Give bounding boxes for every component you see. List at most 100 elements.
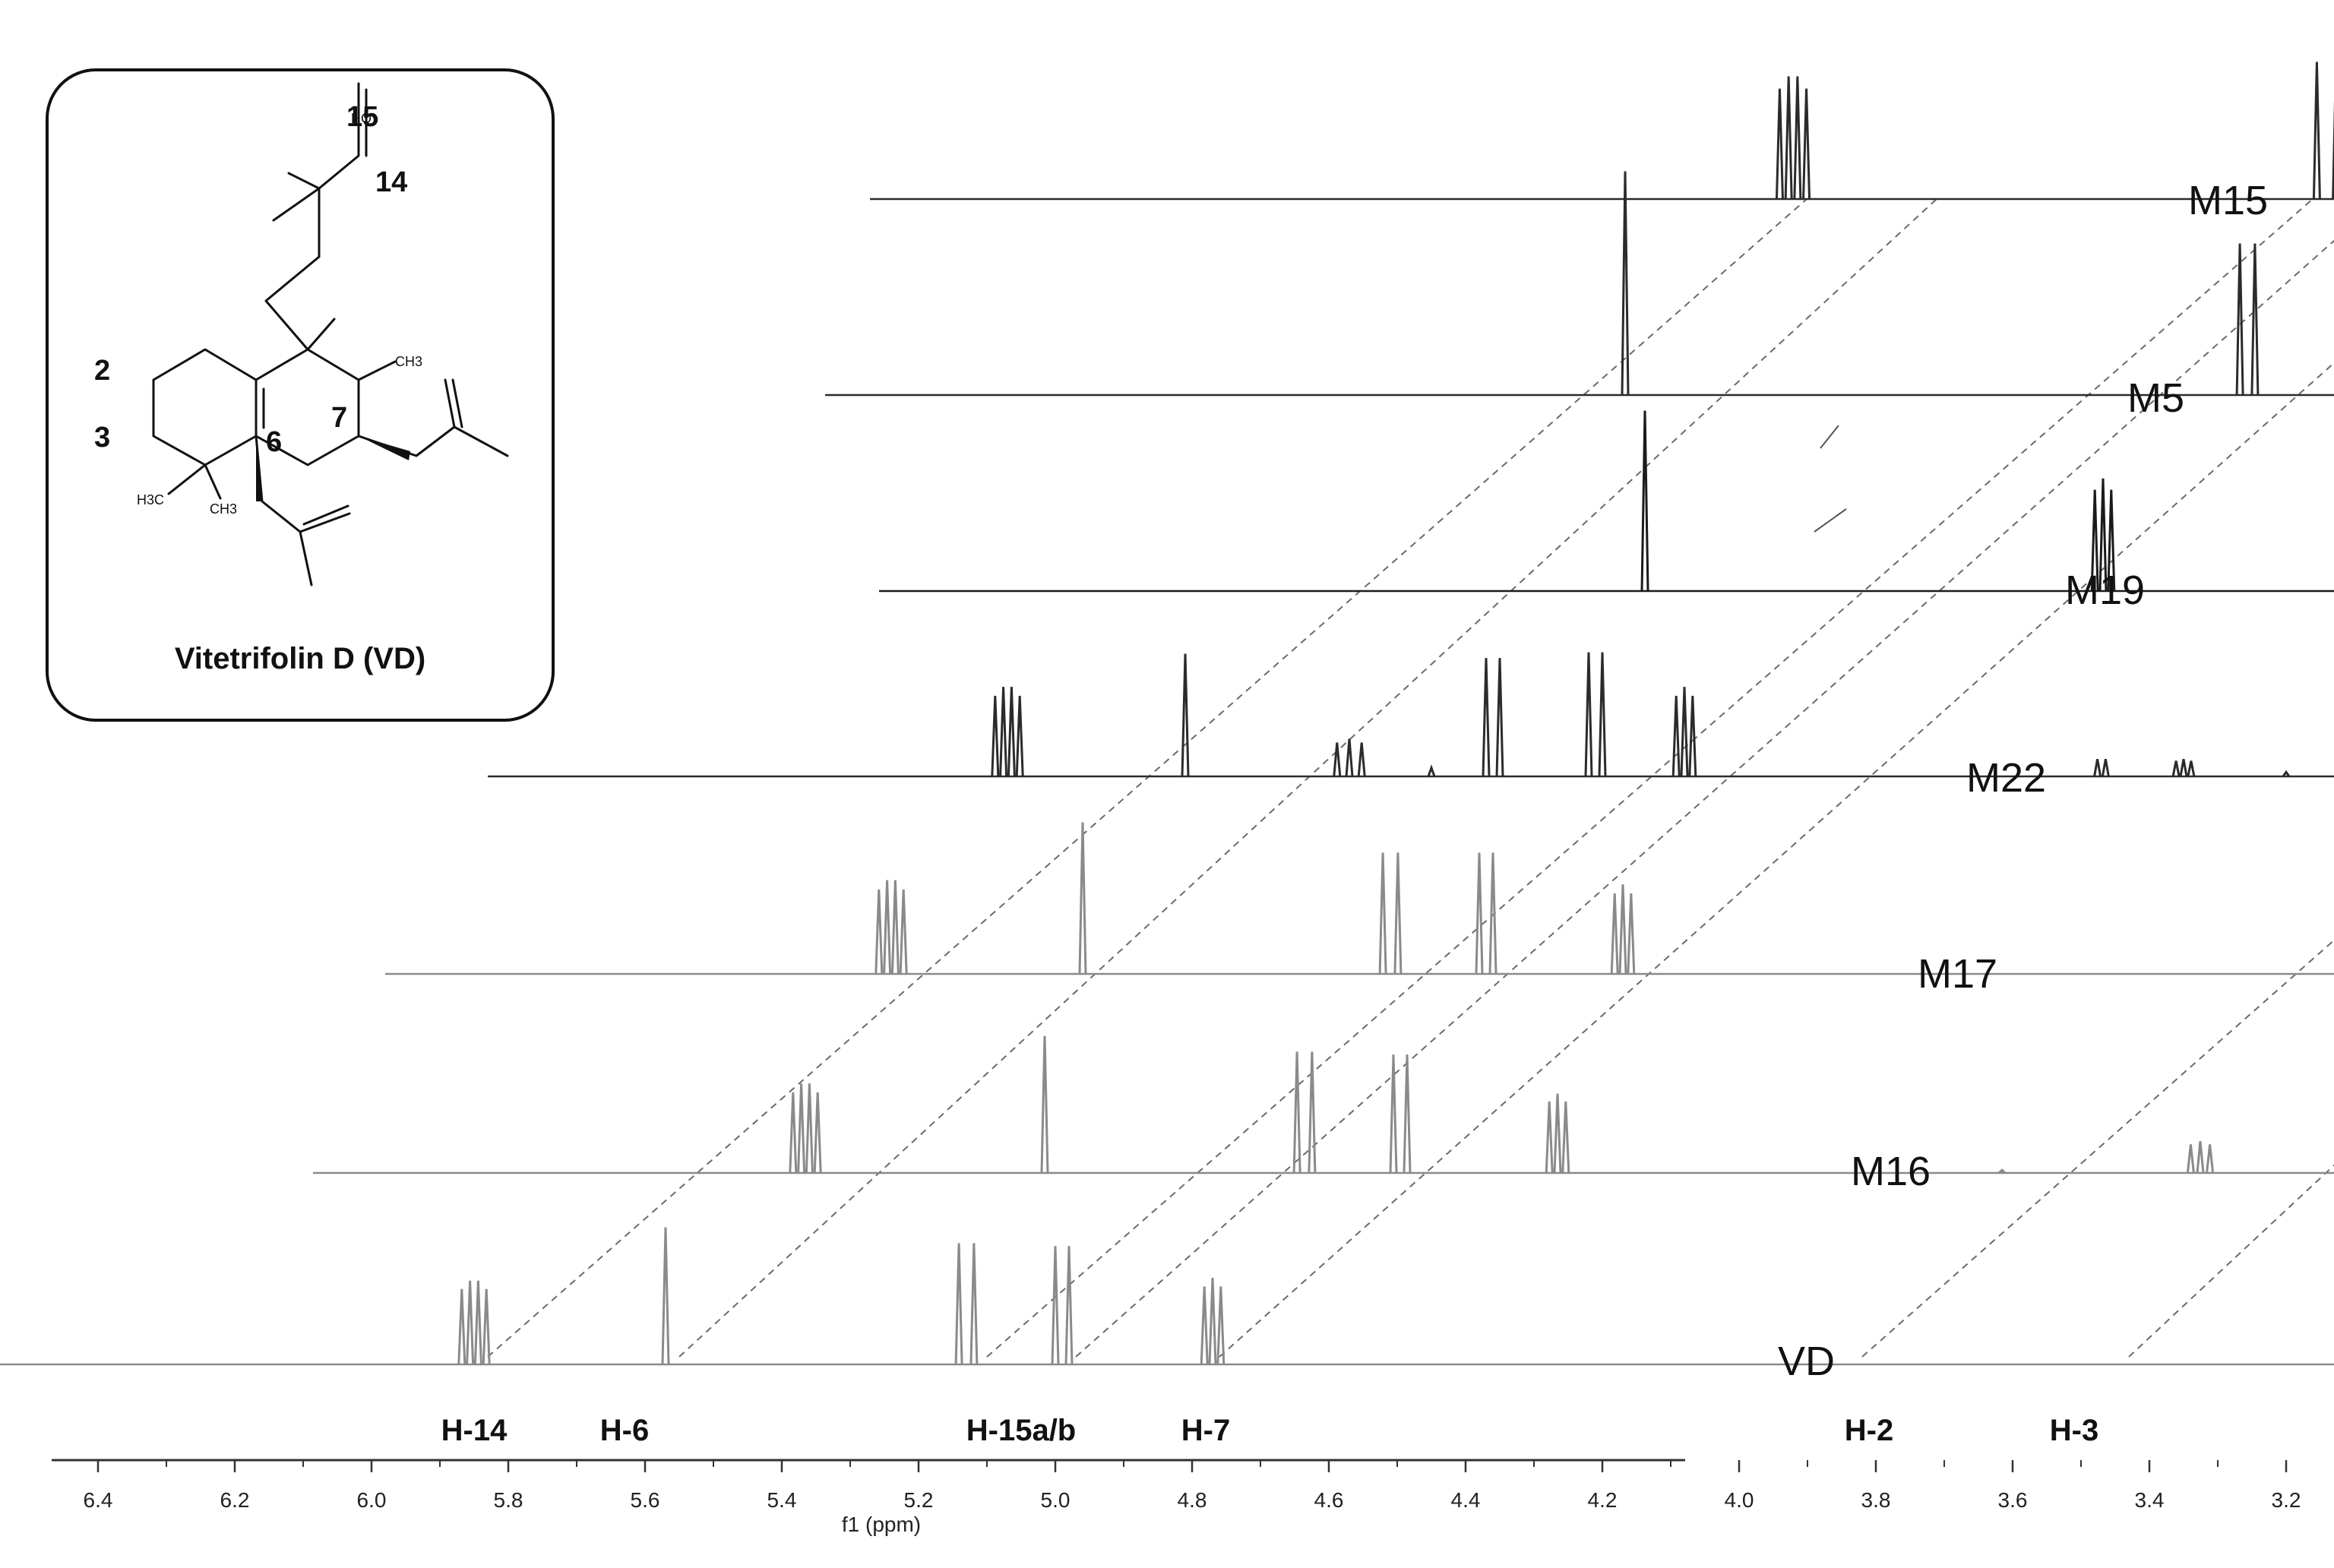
guide-h-15a (986, 198, 2313, 1358)
tick-label: 4.2 (1588, 1488, 1618, 1512)
sample-label-m15: M15 (2188, 178, 2268, 223)
peak-line (1610, 893, 1619, 975)
tick-label: 6.2 (220, 1488, 250, 1512)
peak-line (1403, 1054, 1412, 1174)
peak-m16-6 (2186, 1141, 2215, 1174)
sample-labels: M15 M5 M19 M22 M17 M16 VD (1778, 178, 2268, 1384)
peak-line (1553, 1093, 1562, 1174)
peak-line (2098, 478, 2108, 592)
peak-line (890, 880, 900, 975)
peak-m5-1 (2235, 243, 2260, 396)
spectrum-m19 (879, 410, 2334, 593)
peak-m16-3 (1389, 1054, 1412, 1174)
peak-line (1621, 171, 1630, 396)
tick-label: 4.6 (1314, 1488, 1344, 1512)
peak-line (2093, 758, 2102, 777)
tick-label: 6.4 (84, 1488, 113, 1512)
peak-label-h-15a-b: H-15a/b (966, 1414, 1077, 1447)
sample-label-m19: M19 (2065, 567, 2145, 613)
peak-line (883, 880, 892, 975)
peak-line (2196, 1141, 2205, 1174)
peak-line (1561, 1101, 1570, 1174)
peak-line (457, 1288, 466, 1365)
peak-line (2187, 760, 2196, 777)
sample-label-m5: M5 (2127, 375, 2184, 421)
peak-label-h-3: H-3 (2050, 1414, 2098, 1447)
tick-label: 5.0 (1041, 1488, 1071, 1512)
atom-number-7: 7 (331, 402, 347, 434)
wedge-bond (359, 436, 410, 460)
group-label-ho: HO (351, 111, 372, 126)
peak-m17-3 (1475, 852, 1497, 975)
spectrum-m17 (385, 822, 2334, 975)
peak-line (2235, 243, 2244, 396)
tick-label: 3.6 (1998, 1488, 2028, 1512)
peak-line (969, 1243, 979, 1365)
peak-line (2250, 243, 2260, 396)
peak-m22-0 (991, 687, 1024, 777)
peak-m22-1 (1181, 653, 1190, 777)
spectrum-m16 (313, 1035, 2334, 1174)
tick-label: 3.4 (2135, 1488, 2165, 1512)
peak-line (1357, 742, 1366, 777)
peak-line (991, 695, 1000, 777)
leader-line (1814, 508, 1847, 533)
peak-label-h-7: H-7 (1181, 1414, 1230, 1447)
peak-m22-7 (2093, 758, 2110, 777)
peak-m5-0 (1621, 171, 1630, 396)
peak-m22-2 (1333, 738, 1366, 777)
peak-line (1482, 658, 1491, 777)
peak-line (1040, 1035, 1049, 1174)
correlation-guides (487, 198, 2334, 1358)
peak-m19-0 (1640, 410, 1649, 592)
peak-line (1427, 764, 1436, 777)
peak-line (1393, 852, 1403, 975)
peak-m22-6 (1671, 687, 1697, 777)
peak-line (661, 1227, 670, 1365)
spectrum-m22 (488, 652, 2334, 778)
peak-line (1545, 1101, 1554, 1174)
peak-line (2282, 770, 2291, 777)
peak-line (1064, 1246, 1074, 1365)
peak-m17-4 (1610, 884, 1636, 975)
guide-h-6 (678, 198, 1937, 1358)
peak-vd-3 (1051, 1246, 1074, 1365)
peak-assignment-labels: H-14H-6H-15a/bH-7H-2H-3H-6H-7H-15a/bOHH-… (441, 425, 2098, 1447)
peak-line (1308, 1051, 1317, 1174)
peak-m22-5 (1584, 652, 1607, 777)
peak-line (1627, 893, 1636, 975)
peak-line (1181, 653, 1190, 777)
peak-line (1640, 410, 1649, 592)
group-label-ch3-c4: CH3 (210, 501, 237, 517)
peak-m16-0 (789, 1083, 822, 1174)
tick-label: 4.0 (1725, 1488, 1754, 1512)
peak-line (874, 889, 884, 975)
sample-label-m17: M17 (1918, 951, 1997, 997)
peak-line (899, 889, 908, 975)
peak-label-h-14: H-14 (441, 1414, 508, 1447)
peak-line (1015, 695, 1024, 777)
guide-h-7 (1219, 362, 2334, 1358)
peak-line (1584, 652, 1593, 777)
peak-m19-1 (2090, 478, 2116, 592)
peak-line (1216, 1286, 1226, 1365)
wedge-bond (256, 436, 262, 501)
peak-vd-0 (457, 1280, 491, 1365)
ppm-axis: 6.4 6.2 6.0 5.8 5.6 5.4 5.2 5.0 4.8 4.6 4.4 4.2 4.0 3… (52, 1459, 2301, 1536)
peak-line (1598, 652, 1607, 777)
peak-line (1784, 76, 1793, 200)
sample-label-m22: M22 (1966, 755, 2046, 801)
leader-line (1820, 425, 1839, 449)
peak-line (1488, 852, 1497, 975)
tick-label: 5.2 (904, 1488, 934, 1512)
peak-line (1051, 1246, 1060, 1365)
peak-m17-0 (874, 880, 908, 975)
peak-line (1775, 88, 1784, 200)
atom-number-6: 6 (266, 426, 282, 458)
peak-line (1680, 687, 1689, 777)
peak-line (999, 687, 1008, 777)
peak-line (1292, 1051, 1301, 1174)
atom-number-14: 14 (375, 166, 407, 198)
peak-line (1200, 1286, 1209, 1365)
